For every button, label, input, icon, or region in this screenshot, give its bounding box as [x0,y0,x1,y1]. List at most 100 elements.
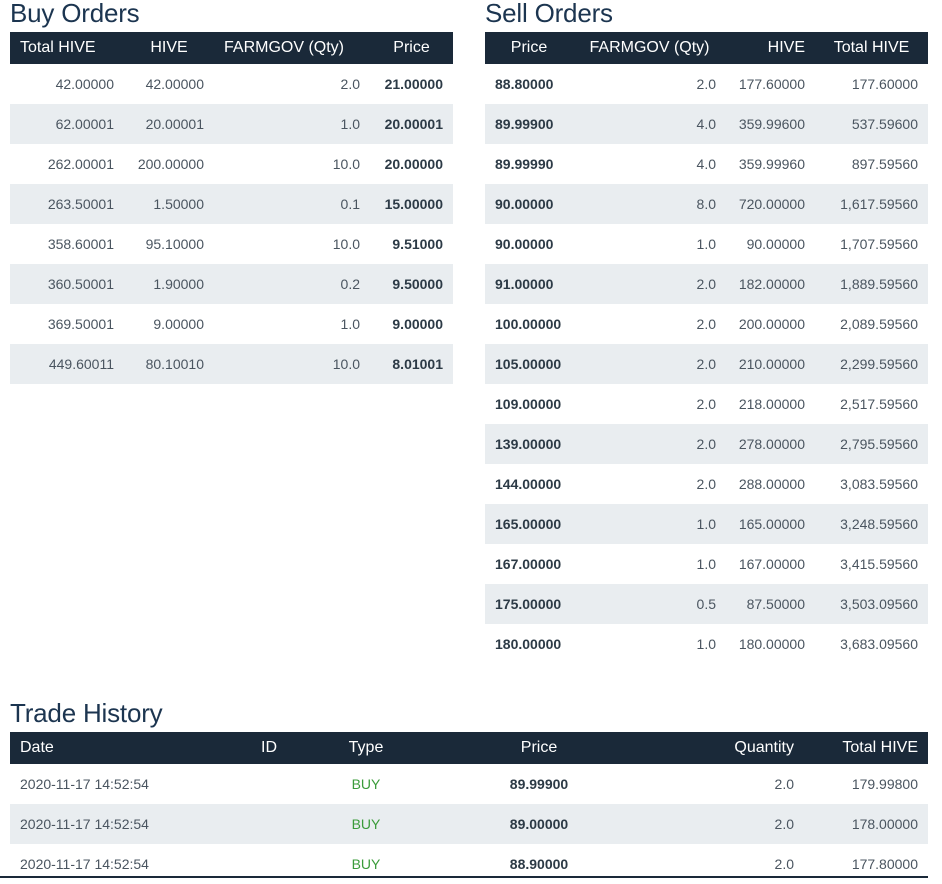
hive-cell: 288.00000 [738,476,805,492]
buy-orders-table: Total HIVE HIVE FARMGOV (Qty) Price 42.0000… [10,32,453,384]
hive-cell: 218.00000 [738,396,805,412]
table-row[interactable]: 100.00000 2.0 200.00000 2,089.59560 [485,304,928,344]
price-cell: 109.00000 [495,396,562,412]
qty-cell: 1.0 [696,636,716,652]
total-hive-cell: 3,683.09560 [840,636,918,652]
column-header[interactable]: Total HIVE [20,39,96,56]
table-row[interactable]: 358.60001 95.10000 10.0 9.51000 [10,224,453,264]
qty-cell: 8.0 [573,184,726,224]
table-row[interactable]: 88.80000 2.0 177.60000 177.60000 [485,64,928,104]
date-cell: 2020-11-17 14:52:54 [20,776,149,792]
total-hive-cell: 360.50001 [10,264,124,304]
column-header[interactable]: Date [20,739,54,756]
qty-cell: 2.0 [573,424,726,464]
table-row[interactable]: 175.00000 0.5 87.50000 3,503.09560 [485,584,928,624]
table-row[interactable]: 42.00000 42.00000 2.0 21.00000 [10,64,453,104]
table-row[interactable]: 90.00000 8.0 720.00000 1,617.59560 [485,184,928,224]
qty-cell: 10.0 [332,236,360,252]
total-hive-cell: 178.00000 [804,804,928,844]
table-header-row: Total HIVE HIVE FARMGOV (Qty) Price [10,32,453,64]
column-header[interactable]: Total HIVE [842,739,918,756]
table-row[interactable]: 2020-11-17 14:52:54 BUY 89.99900 2.0 179.998… [10,764,928,804]
divider [0,876,928,878]
price-cell: 9.51000 [392,236,443,252]
total-hive-cell: 537.59600 [815,104,928,144]
total-hive-cell: 3,415.59560 [840,556,918,572]
table-row[interactable]: 139.00000 2.0 278.00000 2,795.59560 [485,424,928,464]
hive-cell: 359.99960 [738,156,805,172]
price-cell: 8.01001 [370,344,453,384]
column-header[interactable]: Quantity [734,739,794,756]
total-hive-cell: 3,083.59560 [840,476,918,492]
table-row[interactable]: 263.50001 1.50000 0.1 15.00000 [10,184,453,224]
total-hive-cell: 177.80000 [851,856,918,872]
sell-orders-title: Sell Orders [485,0,613,28]
qty-cell: 1.0 [696,236,716,252]
column-header[interactable]: FARMGOV (Qty) [589,39,710,56]
price-cell: 100.00000 [495,316,562,332]
column-header[interactable]: Total HIVE [833,39,910,56]
table-row[interactable]: 449.60011 80.10010 10.0 8.01001 [10,344,453,384]
table-row[interactable]: 105.00000 2.0 210.00000 2,299.59560 [485,344,928,384]
column-header[interactable]: HIVE [150,39,188,56]
id-cell [215,804,323,844]
column-header[interactable]: Price [393,39,430,56]
date-cell: 2020-11-17 14:52:54 [20,856,149,872]
qty-cell: 10.0 [332,156,360,172]
qty-cell: 4.0 [573,104,726,144]
price-cell: 15.00000 [370,184,453,224]
hive-cell: 1.90000 [124,264,214,304]
type-cell: BUY [351,856,381,872]
table-row[interactable]: 180.00000 1.0 180.00000 3,683.09560 [485,624,928,664]
table-row[interactable]: 167.00000 1.0 167.00000 3,415.59560 [485,544,928,584]
table-row[interactable]: 62.00001 20.00001 1.0 20.00001 [10,104,453,144]
hive-cell: 80.10010 [124,344,214,384]
id-cell [215,844,323,884]
table-row[interactable]: 369.50001 9.00000 1.0 9.00000 [10,304,453,344]
hive-cell: 90.00000 [746,236,805,252]
column-header[interactable]: ID [261,739,277,756]
table-row[interactable]: 144.00000 2.0 288.00000 3,083.59560 [485,464,928,504]
price-cell: 139.00000 [485,424,573,464]
price-cell: 20.00000 [384,156,443,172]
trade-history-title: Trade History [10,698,163,728]
table-row[interactable]: 165.00000 1.0 165.00000 3,248.59560 [485,504,928,544]
total-hive-cell: 2,299.59560 [815,344,928,384]
column-header[interactable]: Price [510,39,548,56]
table-row[interactable]: 109.00000 2.0 218.00000 2,517.59560 [485,384,928,424]
table-row[interactable]: 91.00000 2.0 182.00000 1,889.59560 [485,264,928,304]
id-cell [215,764,323,804]
qty-cell: 0.2 [214,264,370,304]
table-row[interactable]: 89.99900 4.0 359.99600 537.59600 [485,104,928,144]
table-row[interactable]: 2020-11-17 14:52:54 BUY 88.90000 2.0 177.800… [10,844,928,884]
price-cell: 167.00000 [495,556,562,572]
price-cell: 175.00000 [485,584,573,624]
qty-cell: 2.0 [573,344,726,384]
hive-cell: 9.00000 [153,316,204,332]
table-row[interactable]: 90.00000 1.0 90.00000 1,707.59560 [485,224,928,264]
price-cell: 89.99990 [495,156,554,172]
column-header[interactable]: HIVE [767,39,805,56]
column-header[interactable]: FARMGOV (Qty) [224,39,344,56]
price-cell: 88.80000 [495,76,554,92]
total-hive-cell: 263.50001 [10,184,124,224]
qty-cell: 1.0 [696,556,716,572]
table-row[interactable]: 262.00001 200.00000 10.0 20.00000 [10,144,453,184]
table-row[interactable]: 89.99990 4.0 359.99960 897.59560 [485,144,928,184]
hive-cell: 180.00000 [738,636,805,652]
total-hive-cell: 179.99800 [851,776,918,792]
total-hive-cell: 2,795.59560 [815,424,928,464]
total-hive-cell: 369.50001 [47,316,114,332]
total-hive-cell: 1,707.59560 [840,236,918,252]
price-cell: 90.00000 [495,236,554,252]
table-row[interactable]: 2020-11-17 14:52:54 BUY 89.00000 2.0 178.000… [10,804,928,844]
total-hive-cell: 42.00000 [55,76,114,92]
qty-cell: 1.0 [340,316,360,332]
price-cell: 88.90000 [509,856,569,872]
type-cell: BUY [323,804,409,844]
qty-cell: 0.1 [214,184,370,224]
table-row[interactable]: 360.50001 1.90000 0.2 9.50000 [10,264,453,304]
qty-cell: 2.0 [696,396,716,412]
column-header[interactable]: Price [520,739,558,756]
column-header[interactable]: Type [348,739,384,756]
